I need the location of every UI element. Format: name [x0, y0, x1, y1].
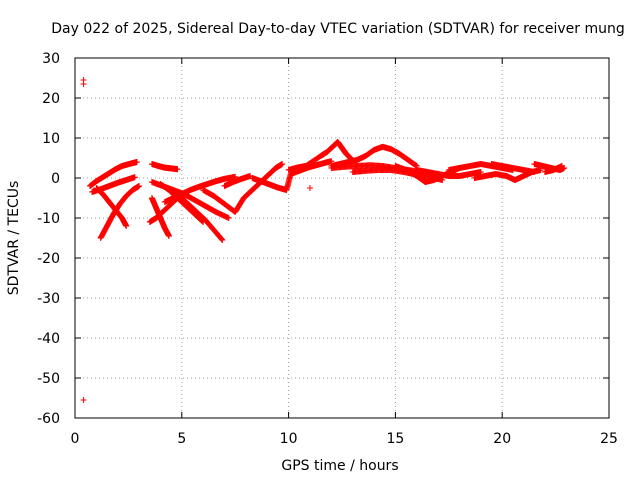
- x-tick-label: 5: [177, 431, 186, 447]
- y-tick-label: 0: [51, 171, 60, 187]
- data-point: [131, 174, 138, 181]
- y-tick-label: -60: [37, 411, 60, 427]
- data-points: [80, 77, 568, 403]
- chart-title: Day 022 of 2025, Sidereal Day-to-day VTE…: [51, 21, 625, 37]
- plot-frame: [74, 57, 610, 419]
- y-tick-label: -20: [37, 251, 60, 267]
- axis-ticks: 0 5 10 15 20 25 -60 -50 -40 -30 -20 -10 0 10 20 30: [37, 51, 618, 447]
- y-tick-label: 20: [42, 91, 60, 107]
- y-tick-label: -30: [37, 291, 60, 307]
- y-tick-label: 10: [42, 131, 60, 147]
- x-tick-label: 25: [600, 431, 618, 447]
- x-axis-label: GPS time / hours: [281, 458, 398, 474]
- x-tick-label: 15: [386, 431, 404, 447]
- x-tick-label: 10: [280, 431, 298, 447]
- y-tick-label: 30: [42, 51, 60, 67]
- x-tick-label: 20: [493, 431, 511, 447]
- grid: [75, 58, 609, 418]
- data-point: [80, 81, 87, 87]
- y-tick-label: -10: [37, 211, 60, 227]
- x-tick-label: 0: [71, 431, 80, 447]
- y-tick-label: -40: [37, 331, 60, 347]
- y-tick-label: -50: [37, 371, 60, 387]
- data-point: [306, 185, 313, 191]
- data-point: [135, 183, 142, 190]
- data-point: [133, 159, 140, 166]
- y-axis-label: SDTVAR / TECUs: [6, 181, 22, 296]
- data-point: [80, 397, 87, 403]
